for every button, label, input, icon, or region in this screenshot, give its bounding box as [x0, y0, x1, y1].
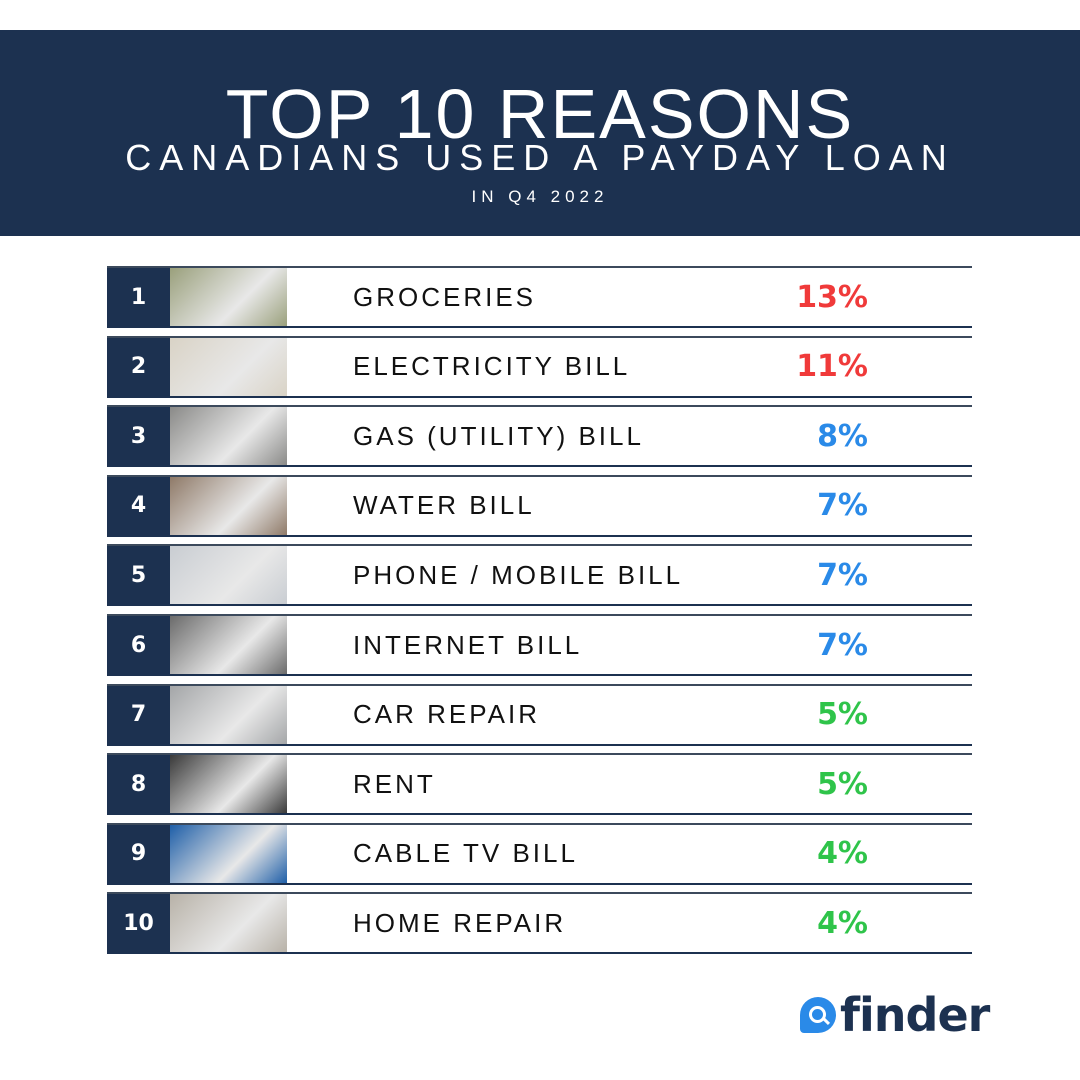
percentage-value: 7%	[817, 557, 868, 593]
rank-number: 6	[107, 616, 170, 674]
table-row: 1 GROCERIES 13%	[107, 266, 972, 328]
reason-photo	[170, 407, 287, 466]
reason-label: GROCERIES	[353, 281, 537, 312]
rank-number: 4	[107, 476, 170, 535]
rank-number: 8	[107, 755, 170, 814]
rank-number: 5	[107, 546, 170, 605]
reason-photo	[170, 685, 287, 744]
percentage-value: 5%	[817, 766, 868, 802]
table-row: 8 RENT 5%	[107, 753, 972, 816]
percentage-value: 8%	[817, 418, 868, 454]
page-subtitle: CANADIANS USED A PAYDAY LOAN	[125, 137, 955, 178]
reason-label: ELECTRICITY BILL	[353, 351, 631, 382]
percentage-value: 5%	[817, 697, 868, 733]
reason-label: PHONE / MOBILE BILL	[353, 559, 684, 590]
table-row: 6 INTERNET BILL 7%	[107, 614, 972, 676]
logo-text: finder	[840, 988, 990, 1042]
reason-label: GAS (UTILITY) BILL	[353, 420, 644, 451]
table-row: 2 ELECTRICITY BILL 11%	[107, 335, 972, 398]
percentage-value: 4%	[817, 905, 868, 941]
table-row: 3 GAS (UTILITY) BILL 8%	[107, 405, 972, 468]
percentage-value: 13%	[796, 279, 868, 315]
rank-number: 1	[107, 268, 170, 326]
rank-number: 7	[107, 685, 170, 744]
rank-number: 2	[107, 337, 170, 396]
rank-number: 3	[107, 407, 170, 466]
reason-label: INTERNET BILL	[353, 629, 583, 660]
percentage-value: 11%	[796, 349, 868, 385]
period-label: IN Q4 2022	[471, 187, 609, 206]
percentage-value: 4%	[817, 836, 868, 872]
reason-photo	[170, 894, 287, 953]
reason-photo	[170, 616, 287, 674]
percentage-value: 7%	[817, 488, 868, 524]
rank-number: 9	[107, 824, 170, 883]
reason-photo	[170, 476, 287, 535]
table-row: 4 WATER BILL 7%	[107, 474, 972, 537]
reason-photo	[170, 337, 287, 396]
reason-photo	[170, 268, 287, 326]
rank-number: 10	[107, 894, 170, 953]
reason-label: WATER BILL	[353, 490, 535, 521]
reason-photo	[170, 546, 287, 605]
table-row: 7 CAR REPAIR 5%	[107, 683, 972, 746]
reason-label: RENT	[353, 768, 436, 799]
finder-logo: finder	[800, 988, 990, 1042]
table-row: 10 HOME REPAIR 4%	[107, 892, 972, 955]
header-banner: TOP 10 REASONS CANADIANS USED A PAYDAY L…	[0, 30, 1080, 236]
table-row: 5 PHONE / MOBILE BILL 7%	[107, 544, 972, 607]
reason-label: CABLE TV BILL	[353, 838, 578, 869]
reason-label: CAR REPAIR	[353, 699, 540, 730]
percentage-value: 7%	[817, 627, 868, 663]
table-row: 9 CABLE TV BILL 4%	[107, 822, 972, 885]
page-title: TOP 10 REASONS	[225, 75, 855, 153]
reason-label: HOME REPAIR	[353, 907, 567, 938]
reason-photo	[170, 824, 287, 883]
reason-photo	[170, 755, 287, 814]
search-icon	[800, 997, 836, 1033]
